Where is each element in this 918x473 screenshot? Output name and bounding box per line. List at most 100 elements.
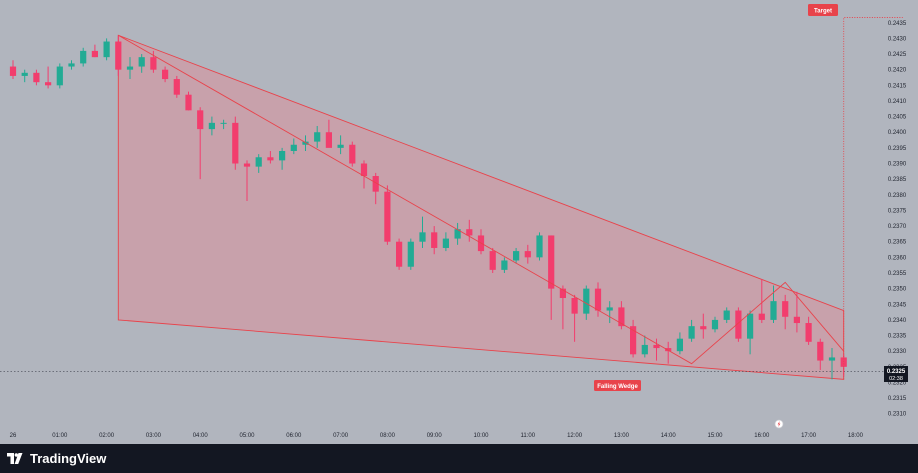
candle (115, 35, 122, 76)
candle (524, 244, 531, 264)
time-tick-label: 09:00 (427, 433, 443, 439)
candle (384, 185, 391, 245)
candle-body (548, 235, 555, 289)
time-axis[interactable]: 26 01:00 02:00 03:00 04:00 05:00 06:00 07:00 08:… (10, 433, 864, 439)
candle-body (501, 260, 508, 270)
candle (828, 348, 836, 380)
time-tick-label: 07:00 (333, 433, 349, 439)
price-tick-label: 0.2390 (888, 162, 907, 168)
candle (33, 69, 40, 86)
candle-body (9, 66, 17, 76)
candle-body (115, 41, 122, 70)
candle-body (653, 344, 660, 349)
candle (583, 285, 590, 320)
candle-body (279, 151, 286, 161)
candle (407, 238, 414, 270)
candle (548, 235, 555, 320)
lightning-icon[interactable] (774, 419, 784, 429)
candle-body (513, 251, 520, 261)
candle (735, 307, 742, 342)
falling-wedge-label[interactable]: Falling Wedge (594, 380, 641, 391)
candle (360, 160, 368, 189)
time-tick-label: 18:00 (848, 433, 864, 439)
candle-body (349, 144, 356, 164)
candle (103, 38, 110, 61)
candle-body (618, 307, 625, 327)
candle (314, 125, 321, 148)
candle (817, 338, 824, 370)
candle-body (314, 132, 321, 142)
candle (232, 116, 239, 170)
candle (431, 226, 438, 255)
price-tick-label: 0.2315 (888, 396, 907, 402)
candle-body (793, 316, 800, 324)
candle-body (817, 341, 824, 361)
candle-body (442, 238, 449, 248)
candle (91, 44, 98, 58)
candle-body (735, 310, 742, 339)
price-tick-label: 0.2375 (888, 208, 907, 214)
price-tick-label: 0.2435 (888, 21, 907, 27)
candle-body (68, 63, 75, 67)
falling-wedge-area (117, 34, 845, 380)
candle-body (700, 326, 707, 330)
candle (21, 69, 28, 83)
price-tick-label: 0.2420 (888, 68, 907, 74)
candle (594, 282, 602, 317)
candle-body (419, 232, 426, 242)
price-tick-label: 0.2355 (888, 271, 907, 277)
candle (805, 316, 812, 345)
price-tick-label: 0.2415 (888, 83, 907, 89)
candle (793, 291, 800, 333)
candle (68, 60, 75, 70)
price-tick-label: 0.2400 (888, 130, 907, 136)
candle (489, 247, 496, 273)
candle (197, 107, 204, 180)
candle (711, 316, 719, 333)
candle (267, 151, 274, 164)
candle-body (805, 323, 812, 342)
candle (618, 301, 625, 330)
candle-body (489, 251, 496, 270)
candle (758, 279, 765, 324)
candle (302, 135, 309, 151)
candle-body (360, 163, 368, 177)
candle (641, 335, 648, 358)
candle-body (45, 82, 52, 86)
candle-body (782, 301, 789, 317)
price-tick-label: 0.2335 (888, 334, 907, 340)
candle-body (559, 288, 566, 299)
candle-body (594, 288, 602, 311)
candle-body (91, 50, 98, 58)
target-label[interactable]: Target (808, 4, 838, 16)
candle-body (641, 344, 648, 355)
price-axis[interactable]: 0.2435 0.2430 0.2425 0.2420 0.2415 0.2410 0.24… (888, 21, 907, 418)
last-price-text: 0.2325 (887, 369, 906, 375)
candle (337, 135, 344, 155)
candle (747, 310, 754, 355)
candle (665, 341, 672, 364)
candle-body (208, 122, 215, 130)
brand-logo[interactable]: TradingView (7, 451, 106, 466)
candle-body (840, 357, 847, 367)
time-tick-label: 11:00 (521, 433, 536, 439)
candle-body (173, 79, 180, 95)
candle-body (536, 235, 543, 258)
price-tick-label: 0.2320 (888, 380, 907, 386)
candle (255, 154, 262, 173)
last-price-badge: 0.2325 02:38 (884, 366, 908, 382)
candle-body (126, 66, 134, 70)
candle (700, 313, 707, 339)
candle-body (407, 241, 414, 267)
wedge-zigzag-drawing (118, 34, 845, 365)
candle-body (80, 50, 87, 64)
candle-body (466, 229, 473, 236)
candle (606, 301, 613, 324)
candle (372, 172, 379, 205)
candle (56, 63, 63, 89)
candle-body (302, 141, 309, 145)
time-tick-label: 14:00 (661, 433, 677, 439)
candle-body (524, 251, 531, 258)
candle (325, 119, 332, 148)
